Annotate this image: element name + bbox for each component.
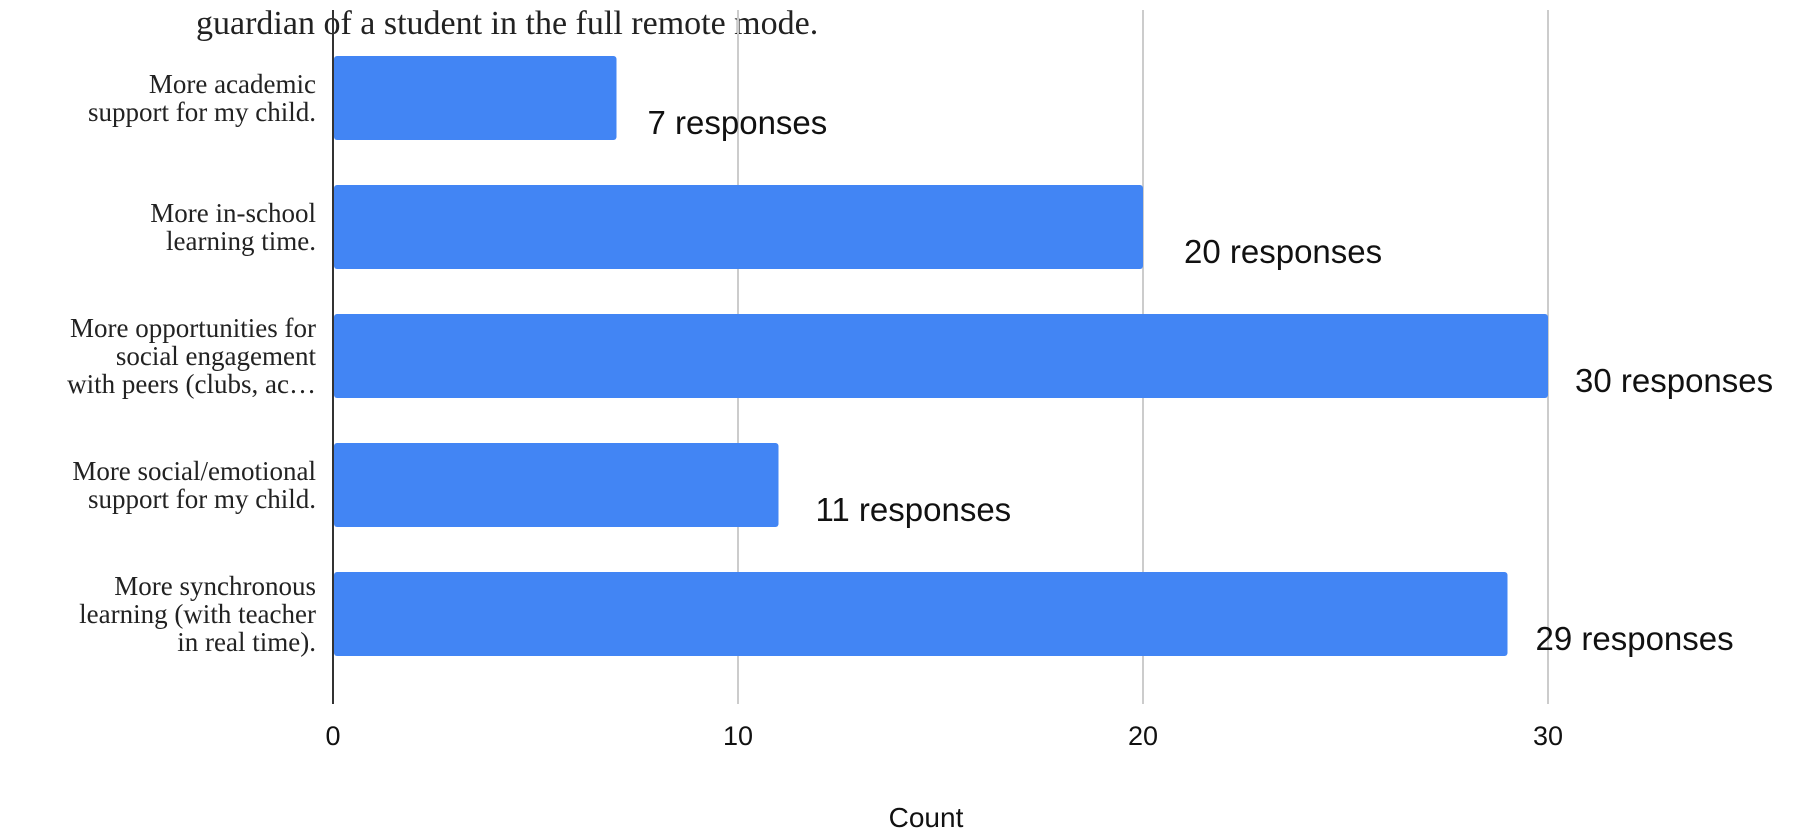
bar xyxy=(334,572,1508,656)
bars xyxy=(334,56,1548,656)
category-label: More in-school xyxy=(150,198,316,228)
x-tick-label: 0 xyxy=(325,721,340,751)
x-tick-label: 20 xyxy=(1128,721,1158,751)
data-label: 20 responses xyxy=(1184,233,1382,270)
bar xyxy=(334,314,1548,398)
x-axis-title: Count xyxy=(889,802,964,830)
data-label: 29 responses xyxy=(1536,620,1734,657)
category-label: learning time. xyxy=(166,226,316,256)
category-label: social engagement xyxy=(116,341,317,371)
category-label: with peers (clubs, ac… xyxy=(67,369,316,399)
data-labels: 7 responses 20 responses 30 responses 11 re… xyxy=(648,104,1774,657)
data-label: 7 responses xyxy=(648,104,828,141)
bar xyxy=(334,56,617,140)
bar xyxy=(334,443,779,527)
category-label: learning (with teacher xyxy=(79,599,316,629)
x-tick-label: 30 xyxy=(1533,721,1563,751)
category-label: support for my child. xyxy=(88,484,316,514)
category-label: More social/emotional xyxy=(72,456,316,486)
chart-title: guardian of a student in the full remote… xyxy=(196,5,818,42)
x-tick-labels: 0 10 20 30 xyxy=(325,721,1563,751)
bar xyxy=(334,185,1143,269)
category-label: in real time). xyxy=(177,627,316,657)
category-label: support for my child. xyxy=(88,97,316,127)
data-label: 11 responses xyxy=(816,491,1012,528)
category-label: More opportunities for xyxy=(70,313,316,343)
data-label: 30 responses xyxy=(1575,362,1773,399)
category-label: More synchronous xyxy=(114,571,316,601)
category-label: More academic xyxy=(149,69,316,99)
x-tick-label: 10 xyxy=(723,721,753,751)
